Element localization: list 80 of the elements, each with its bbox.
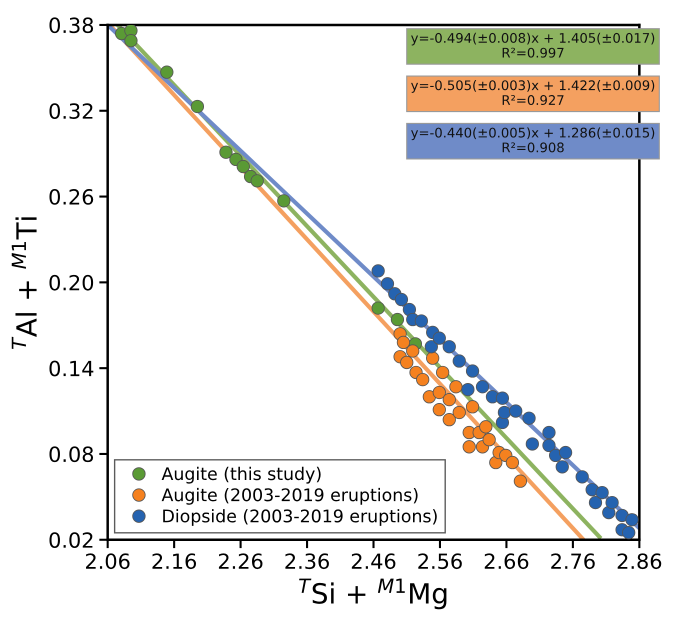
point <box>406 344 420 358</box>
point <box>509 404 522 418</box>
point <box>602 506 616 520</box>
point <box>588 496 602 510</box>
point <box>380 277 394 290</box>
y-tick-label: 0.08 <box>49 446 94 462</box>
point <box>277 194 290 208</box>
point <box>596 486 609 500</box>
x-tick-label: 2.26 <box>218 553 262 570</box>
point <box>449 380 463 394</box>
point <box>190 100 204 114</box>
x-tick-label: 2.46 <box>352 553 396 570</box>
point <box>461 382 475 396</box>
point <box>558 446 572 460</box>
x-axis-title: $^{T}$Si + $^{M1}$Mg <box>299 578 446 610</box>
point <box>506 456 520 470</box>
y-tick-label: 0.32 <box>49 103 92 119</box>
legend-label: Augite (this study) <box>162 466 321 484</box>
point <box>414 314 428 328</box>
y-tick-label: 0.02 <box>49 532 92 548</box>
point <box>605 496 619 510</box>
point <box>542 438 556 452</box>
point <box>124 34 138 48</box>
x-tick-label: 2.36 <box>285 553 329 570</box>
point <box>542 426 556 440</box>
point <box>432 403 446 416</box>
point <box>526 437 539 451</box>
annotation: y=-0.505(±0.003)x + 1.422(±0.009) R²=0.927 <box>411 80 654 106</box>
point <box>250 174 264 188</box>
annotation: y=-0.494(±0.008)x + 1.405(±0.017) R²=0.997 <box>411 32 654 58</box>
point <box>432 386 446 400</box>
x-tick-label: 2.56 <box>418 553 462 570</box>
point <box>426 352 440 365</box>
point <box>522 412 536 425</box>
point <box>390 312 404 326</box>
point <box>462 440 476 454</box>
x-tick-label: 2.06 <box>86 553 130 570</box>
point <box>498 406 512 420</box>
point <box>372 301 385 315</box>
point <box>442 392 456 406</box>
point <box>622 526 636 540</box>
point <box>396 336 410 350</box>
point <box>466 364 480 378</box>
point <box>219 146 233 159</box>
point <box>625 513 639 526</box>
point <box>416 372 430 386</box>
annotation: y=-0.440(±0.005)x + 1.286(±0.015) R²=0.908 <box>411 127 654 152</box>
x-tick-label: 2.66 <box>484 553 528 570</box>
point <box>479 420 492 434</box>
y-tick-label: 0.26 <box>49 189 94 205</box>
legend-label: Diopside (2003-2019 eruptions) <box>163 509 437 526</box>
point <box>556 460 569 474</box>
point <box>432 332 446 345</box>
x-tick-label: 2.16 <box>152 553 196 570</box>
point <box>466 400 480 414</box>
y-axis-title: $^{T}$Al + $^{M1}$Ti <box>12 217 37 350</box>
point <box>236 160 250 174</box>
y-tick-label: 0.14 <box>49 360 94 376</box>
point <box>496 392 510 405</box>
point <box>452 354 466 368</box>
point <box>442 413 456 426</box>
point <box>394 292 408 306</box>
point <box>422 390 436 404</box>
x-tick-label: 2.76 <box>551 553 595 570</box>
point <box>482 433 496 446</box>
point <box>476 380 490 394</box>
point <box>400 356 414 370</box>
x-tick-label: 2.86 <box>618 553 662 570</box>
point <box>576 470 589 484</box>
legend-label: Augite (2003-2019 eruptions) <box>162 488 418 505</box>
point <box>436 366 450 380</box>
point <box>452 406 466 420</box>
point <box>615 508 629 522</box>
point <box>160 66 174 79</box>
y-tick-label: 0.20 <box>49 274 94 291</box>
point <box>424 340 438 354</box>
point <box>372 264 385 278</box>
y-tick-label: 0.38 <box>49 17 94 34</box>
point <box>442 340 456 354</box>
point <box>514 474 528 488</box>
